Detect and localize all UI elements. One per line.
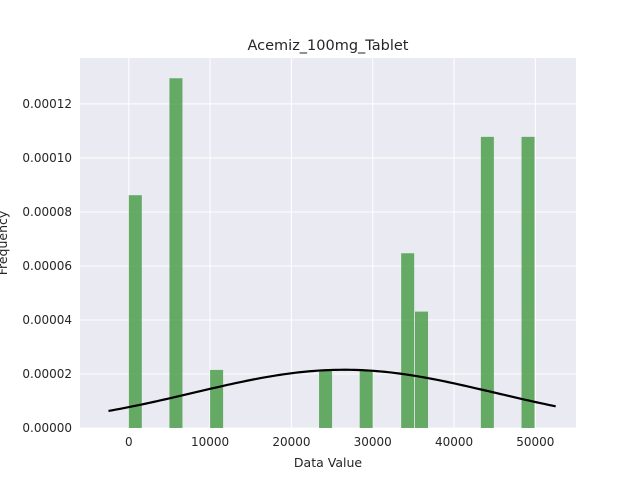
histogram-bar xyxy=(480,136,494,428)
x-tick-label: 20000 xyxy=(272,435,310,449)
y-tick-label: 0.00012 xyxy=(22,97,72,111)
x-tick-label: 30000 xyxy=(354,435,392,449)
y-tick-label: 0.00002 xyxy=(22,367,72,381)
histogram-bar xyxy=(319,369,333,428)
density-curve xyxy=(108,368,556,413)
chart-title: Acemiz_100mg_Tablet xyxy=(247,38,408,54)
bars xyxy=(128,78,535,428)
histogram-bar xyxy=(169,78,183,428)
y-tick-label: 0.00000 xyxy=(22,421,72,435)
histogram-bar xyxy=(359,369,373,428)
y-tick-label: 0.00006 xyxy=(22,259,72,273)
x-tick-labels: 0 10000 20000 30000 40000 50000 xyxy=(125,435,554,449)
y-tick-label: 0.00010 xyxy=(22,151,72,165)
x-axis-label: Data Value xyxy=(294,455,362,470)
y-tick-label: 0.00004 xyxy=(22,313,72,327)
histogram-bar xyxy=(521,136,535,428)
x-tick-label: 40000 xyxy=(435,435,473,449)
histogram-bar xyxy=(210,369,224,428)
histogram-bar xyxy=(415,311,429,428)
y-axis-label: Frequency xyxy=(0,210,10,275)
histogram-bar xyxy=(128,195,142,428)
x-tick-label: 0 xyxy=(125,435,133,449)
y-tick-labels: 0.00000 0.00002 0.00004 0.00006 0.00008 0.000… xyxy=(22,97,72,435)
x-tick-label: 10000 xyxy=(191,435,229,449)
y-tick-label: 0.00008 xyxy=(22,205,72,219)
x-tick-label: 50000 xyxy=(516,435,554,449)
histogram-bar xyxy=(401,253,415,428)
